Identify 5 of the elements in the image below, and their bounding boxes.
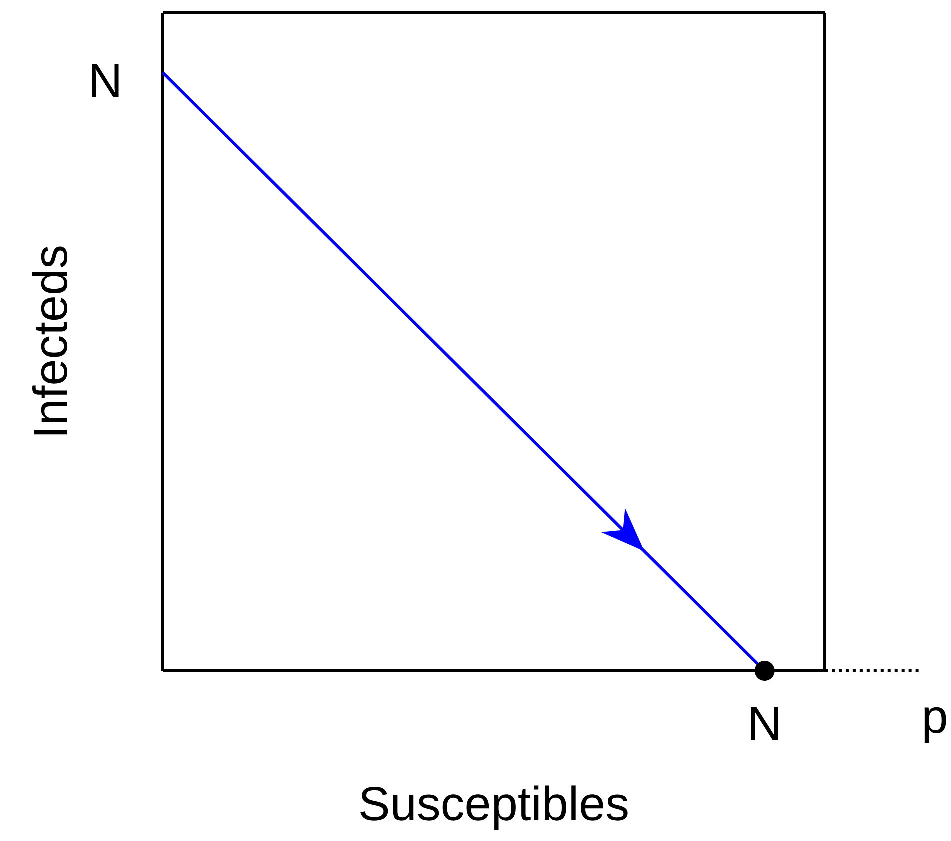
text: N: [751, 707, 778, 740]
text: p: [924, 707, 946, 743]
x-axis-title: Susceptibles: [360, 786, 628, 830]
y-axis-title: Infecteds: [32, 246, 68, 435]
annotation: N: [92, 64, 119, 98]
